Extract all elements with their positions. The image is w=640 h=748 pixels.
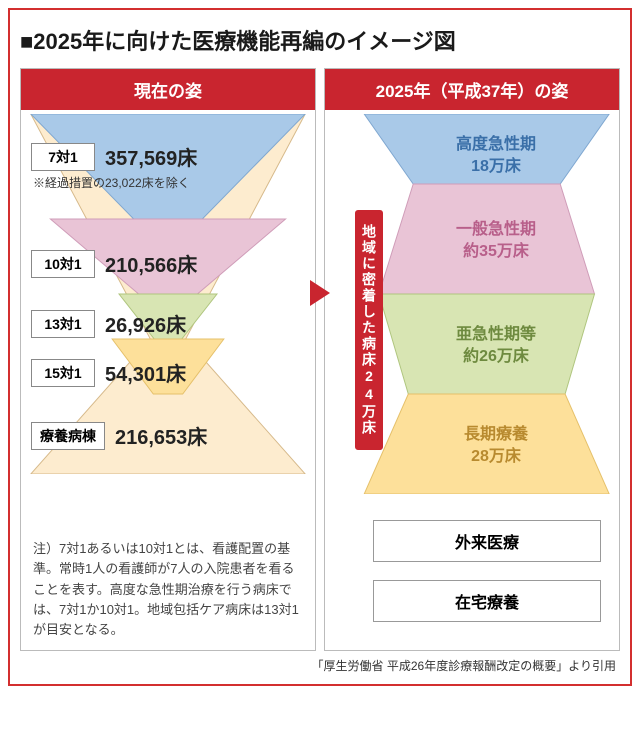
columns-wrap: 現在の姿 7対1 357,569床 ※経過措置の23,022床を除く 10対1 210,… bbox=[20, 68, 620, 651]
left-note: 注）7対1あるいは10対1とは、看護配置の基準。常時1人の看護師が7人の入院患者… bbox=[33, 539, 303, 640]
left-labels: 7対1357,569床※経過措置の23,022床を除く10対1210,566床1… bbox=[21, 114, 315, 474]
citation: 「厚生労働省 平成26年度診療報酬改定の概要」より引用 bbox=[20, 657, 620, 674]
right-layer-label: 亜急性期等約26万床 bbox=[373, 324, 619, 367]
ratio-box: 10対1 bbox=[31, 250, 95, 278]
left-footnote: ※経過措置の23,022床を除く bbox=[21, 174, 315, 191]
right-outline-box: 外来医療 bbox=[373, 520, 601, 562]
right-layer-label: 高度急性期18万床 bbox=[373, 134, 619, 177]
diagram-container: ■2025年に向けた医療機能再編のイメージ図 現在の姿 7対1 357,569床 ※… bbox=[8, 8, 632, 686]
right-header: 2025年（平成37年）の姿 bbox=[325, 69, 619, 110]
left-header: 現在の姿 bbox=[21, 69, 315, 110]
beds-value: 54,301床 bbox=[105, 358, 186, 387]
left-row: 療養病棟 216,653床 bbox=[21, 421, 315, 450]
funnel-wrap: 7対1357,569床※経過措置の23,022床を除く10対1210,566床1… bbox=[21, 114, 315, 474]
diagram-title: ■2025年に向けた医療機能再編のイメージ図 bbox=[20, 24, 620, 56]
ratio-box: 療養病棟 bbox=[31, 422, 105, 450]
right-layer-label: 長期療養28万床 bbox=[373, 424, 619, 467]
beds-value: 26,926床 bbox=[105, 309, 186, 338]
ratio-box: 13対1 bbox=[31, 310, 95, 338]
left-row: 10対1 210,566床 bbox=[21, 249, 315, 278]
beds-value: 357,569床 bbox=[105, 142, 197, 171]
ratio-box: 7対1 bbox=[31, 143, 95, 171]
ratio-box: 15対1 bbox=[31, 359, 95, 387]
left-body: 7対1357,569床※経過措置の23,022床を除く10対1210,566床1… bbox=[21, 110, 315, 650]
vertical-tag: 地域に密着した病床24万床 bbox=[355, 210, 383, 450]
right-column: 2025年（平成37年）の姿 高度急性期18万床一般急性期約35万床亜急性期等約… bbox=[324, 68, 620, 651]
right-body: 高度急性期18万床一般急性期約35万床亜急性期等約26万床長期療養28万床 地域… bbox=[325, 110, 619, 650]
right-layer-label: 一般急性期約35万床 bbox=[373, 219, 619, 262]
left-row: 13対1 26,926床 bbox=[21, 309, 315, 338]
right-outline-box: 在宅療養 bbox=[373, 580, 601, 622]
beds-value: 210,566床 bbox=[105, 249, 197, 278]
left-row: 15対1 54,301床 bbox=[21, 358, 315, 387]
left-column: 現在の姿 7対1 357,569床 ※経過措置の23,022床を除く 10対1 210,… bbox=[20, 68, 316, 651]
arrow-icon bbox=[308, 278, 332, 308]
left-row: 7対1 357,569床 bbox=[21, 142, 315, 171]
beds-value: 216,653床 bbox=[115, 421, 207, 450]
